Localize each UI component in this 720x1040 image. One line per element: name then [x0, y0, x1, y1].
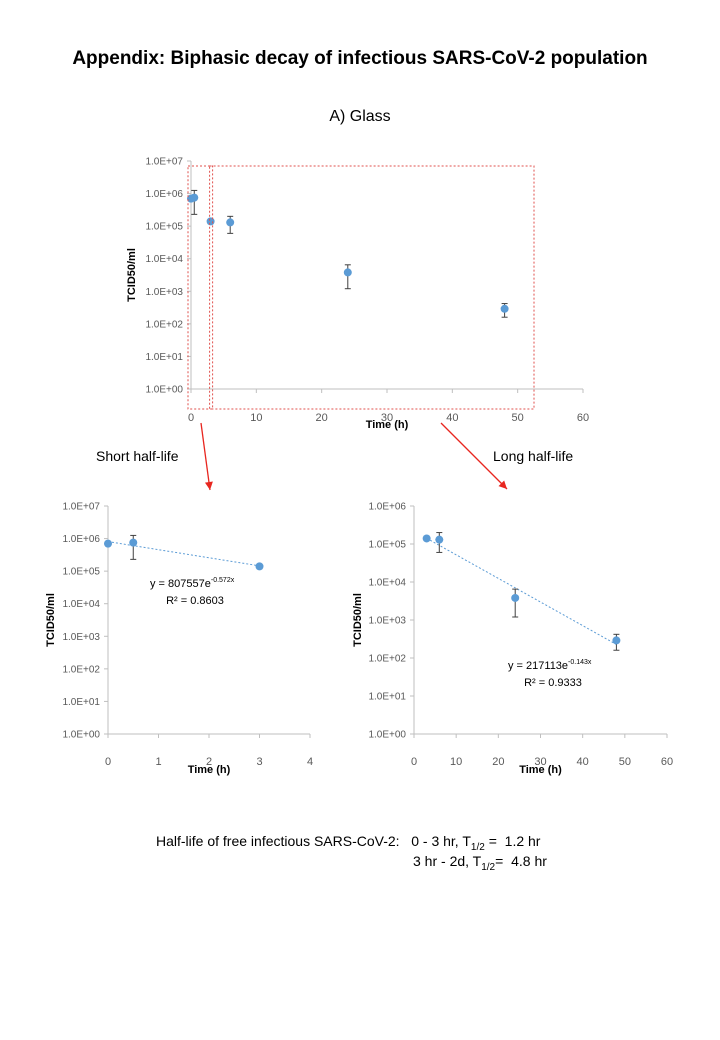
summary-eq-2: = [495, 853, 504, 869]
long-x-tick-label: 10 [450, 756, 462, 768]
long-x-tick-label: 30 [534, 756, 546, 768]
short-x-tick-label: 2 [206, 756, 212, 768]
long-x-axis-label: Time (h) [519, 764, 562, 776]
long-phase-highlight-box [209, 165, 535, 410]
long-y-tick-label: 1.0E+06 [368, 502, 406, 513]
long-y-tick-label: 1.0E+00 [368, 730, 406, 741]
short-y-tick-label: 1.0E+06 [62, 534, 100, 545]
main-x-tick-label: 30 [381, 412, 393, 424]
short-y-tick-label: 1.0E+03 [62, 632, 100, 643]
summary-prefix: Half-life of free infectious SARS-CoV-2: [156, 833, 400, 849]
short-x-tick-label: 1 [155, 756, 161, 768]
short-phase-arrow-head [204, 481, 213, 490]
main-x-tick-label: 10 [250, 412, 262, 424]
main-y-axis-label: TCID50/ml [126, 248, 138, 302]
short-x-axis-label: Time (h) [188, 764, 231, 776]
summary-eq-1: = [488, 833, 497, 849]
summary-line-1: Half-life of free infectious SARS-CoV-2:… [156, 833, 540, 853]
long-phase-arrow-shaft [440, 422, 508, 490]
main-x-tick-label: 40 [446, 412, 458, 424]
short-x-tick-label: 4 [307, 756, 313, 768]
long-r-squared: R² = 0.9333 [524, 677, 582, 689]
main-x-tick-label: 60 [577, 412, 589, 424]
short-trend-exponent: -0.572x [211, 577, 235, 584]
long-y-tick-label: 1.0E+04 [368, 578, 406, 589]
short-phase-highlight-box [187, 165, 214, 410]
page-title: Appendix: Biphasic decay of infectious S… [72, 48, 648, 69]
main-y-tick-label: 1.0E+00 [145, 385, 183, 396]
main-x-tick-label: 0 [188, 412, 194, 424]
short-x-tick-label: 3 [256, 756, 262, 768]
main-data-point-1 [190, 193, 199, 202]
long-x-tick-label: 40 [577, 756, 589, 768]
long-trend-equation: y = 217113e-0.143x [508, 659, 592, 672]
main-x-axis-label: Time (h) [366, 419, 409, 431]
long-y-tick-label: 1.0E+01 [368, 692, 406, 703]
summary-value-2: 4.8 hr [511, 853, 547, 869]
long-y-tick-label: 1.0E+03 [368, 616, 406, 627]
short-phase-arrow-shaft [200, 422, 211, 491]
short-y-tick-label: 1.0E+07 [62, 502, 100, 513]
main-y-tick-label: 1.0E+02 [145, 319, 183, 330]
long-data-point-0 [422, 534, 431, 543]
long-x-tick-label: 0 [411, 756, 417, 768]
long-phase-arrow-head [498, 480, 507, 489]
summary-sub-2: 1/2 [481, 861, 496, 873]
summary-sub-1: 1/2 [470, 841, 485, 853]
main-data-point-4 [343, 268, 352, 277]
main-x-tick-label: 50 [512, 412, 524, 424]
main-data-point-5 [500, 304, 509, 313]
long-x-tick-label: 20 [492, 756, 504, 768]
short-r-squared: R² = 0.8603 [166, 595, 224, 607]
main-y-tick-label: 1.0E+06 [145, 189, 183, 200]
summary-line-2: 3 hr - 2d, T1/2= 4.8 hr [413, 853, 547, 873]
main-data-point-3 [226, 218, 235, 227]
short-data-point-0 [104, 539, 112, 548]
long-y-tick-label: 1.0E+02 [368, 654, 406, 665]
short-y-tick-label: 1.0E+05 [62, 567, 100, 578]
main-y-tick-label: 1.0E+07 [145, 157, 183, 168]
short-y-tick-label: 1.0E+02 [62, 664, 100, 675]
long-x-tick-label: 50 [619, 756, 631, 768]
panel-subtitle: A) Glass [329, 108, 391, 125]
short-half-life-label: Short half-life [96, 448, 179, 464]
short-y-tick-label: 1.0E+01 [62, 697, 100, 708]
main-y-tick-label: 1.0E+03 [145, 287, 183, 298]
long-x-tick-label: 60 [661, 756, 673, 768]
short-trend-equation: y = 807557e-0.572x [150, 577, 235, 590]
long-data-point-2 [511, 593, 520, 602]
short-data-point-2 [255, 562, 264, 571]
short-y-tick-label: 1.0E+00 [62, 730, 100, 741]
main-y-tick-label: 1.0E+01 [145, 352, 183, 363]
main-data-point-2 [206, 217, 215, 226]
long-trendline [426, 537, 617, 645]
summary-range-1: 0 - 3 hr, T [411, 833, 471, 849]
short-x-tick-label: 0 [105, 756, 111, 768]
short-y-axis-label: TCID50/ml [45, 593, 57, 647]
short-y-tick-label: 1.0E+04 [62, 599, 100, 610]
summary-range-2: 3 hr - 2d, T [413, 853, 482, 869]
long-data-point-1 [435, 535, 444, 544]
long-data-point-3 [612, 636, 621, 645]
long-half-life-label: Long half-life [493, 448, 574, 464]
short-data-point-1 [129, 538, 138, 547]
summary-value-1: 1.2 hr [504, 833, 541, 849]
long-y-tick-label: 1.0E+05 [368, 540, 406, 551]
main-x-tick-label: 20 [316, 412, 328, 424]
main-y-tick-label: 1.0E+05 [145, 222, 183, 233]
long-trend-exponent: -0.143x [568, 659, 592, 666]
main-y-tick-label: 1.0E+04 [145, 254, 183, 265]
long-y-axis-label: TCID50/ml [352, 593, 364, 647]
